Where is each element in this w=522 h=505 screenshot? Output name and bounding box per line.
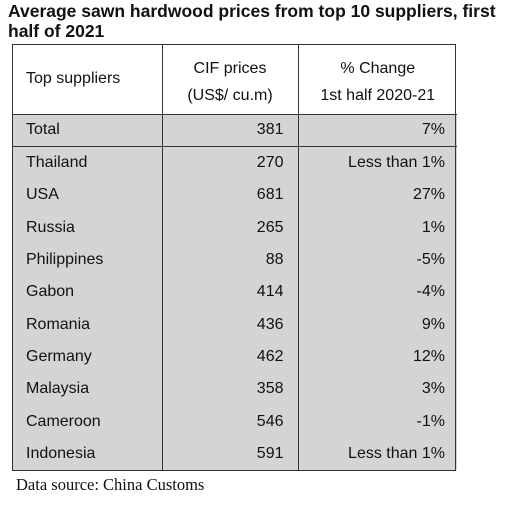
header-suppliers: Top suppliers bbox=[26, 70, 121, 87]
table-body: Total 381 7% Thailand 270 Less than 1% U… bbox=[12, 114, 457, 470]
header-change-period: 1st half 2020-21 bbox=[297, 78, 457, 114]
row-price: 265 bbox=[161, 211, 298, 244]
row-name: Indonesia bbox=[26, 444, 96, 462]
header-price: CIF prices bbox=[161, 44, 298, 78]
row-name: Gabon bbox=[26, 283, 75, 301]
data-source-note: Data source: China Customs bbox=[16, 475, 205, 494]
row-change: Less than 1% bbox=[297, 437, 457, 470]
row-price: 681 bbox=[161, 179, 298, 212]
table-row: USA 681 27% bbox=[12, 179, 457, 212]
table-row: Russia 265 1% bbox=[12, 211, 457, 244]
table-row: Cameroon 546 -1% bbox=[12, 405, 457, 438]
header-change: % Change bbox=[297, 44, 457, 78]
table-row: Romania 436 9% bbox=[12, 308, 457, 341]
row-name: Malaysia bbox=[26, 380, 90, 398]
row-price: 270 bbox=[161, 146, 298, 180]
table-row: Indonesia 591 Less than 1% bbox=[12, 437, 457, 470]
row-change: 1% bbox=[297, 211, 457, 244]
row-price: 414 bbox=[161, 276, 298, 309]
table-row: Gabon 414 -4% bbox=[12, 276, 457, 309]
row-change: -5% bbox=[297, 243, 457, 277]
row-price: 381 bbox=[161, 114, 298, 147]
row-name: USA bbox=[26, 186, 59, 204]
row-price: 436 bbox=[161, 308, 298, 341]
table-row: Germany 462 12% bbox=[12, 340, 457, 374]
row-price: 88 bbox=[161, 243, 298, 277]
row-change: -4% bbox=[297, 276, 457, 309]
table-header: Top suppliers CIF prices % Change (US$/ … bbox=[12, 44, 457, 114]
table-row: Philippines 88 -5% bbox=[12, 243, 457, 277]
row-name: Total bbox=[12, 114, 162, 147]
row-price: 591 bbox=[161, 437, 298, 470]
row-change: 9% bbox=[297, 308, 457, 341]
row-change: 7% bbox=[297, 114, 457, 147]
table-title: Average sawn hardwood prices from top 10… bbox=[8, 1, 496, 41]
header-row-1: Top suppliers CIF prices % Change bbox=[12, 44, 457, 87]
row-change: -1% bbox=[297, 405, 457, 438]
row-price: 462 bbox=[161, 340, 298, 374]
row-name: Thailand bbox=[26, 154, 88, 172]
row-change: 27% bbox=[297, 179, 457, 212]
row-change: Less than 1% bbox=[297, 146, 457, 180]
row-change: 3% bbox=[297, 373, 457, 406]
row-price: 358 bbox=[161, 373, 298, 406]
row-change: 12% bbox=[297, 340, 457, 374]
row-name: Germany bbox=[26, 347, 92, 365]
header-price-unit: (US$/ cu.m) bbox=[161, 78, 298, 114]
table-row: Thailand 270 Less than 1% bbox=[12, 146, 457, 180]
header-row-2: (US$/ cu.m) 1st half 2020-21 bbox=[12, 78, 457, 114]
row-name: Russia bbox=[26, 218, 75, 236]
row-name: Cameroon bbox=[26, 412, 101, 430]
table-row: Malaysia 358 3% bbox=[12, 373, 457, 406]
row-name: Romania bbox=[26, 315, 91, 333]
table-row-total: Total 381 7% bbox=[12, 114, 457, 147]
header-divider bbox=[12, 114, 457, 115]
row-name: Philippines bbox=[26, 251, 104, 269]
price-table: Top suppliers CIF prices % Change (US$/ … bbox=[12, 44, 457, 470]
row-price: 546 bbox=[161, 405, 298, 438]
